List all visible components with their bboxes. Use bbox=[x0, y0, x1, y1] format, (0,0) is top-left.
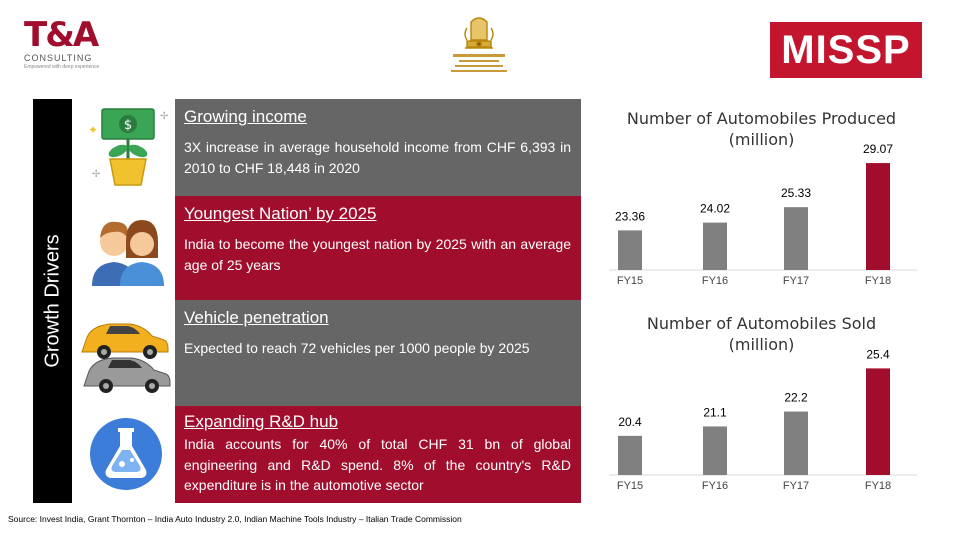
ta-logo-tagline: Empowered with deep experience bbox=[24, 64, 100, 70]
chart-svg: 20.4 FY15 21.1 FY16 22.2 FY17 25.4 FY18 bbox=[609, 347, 917, 492]
svg-text:✢: ✢ bbox=[92, 169, 100, 180]
young-couple-icon bbox=[80, 196, 172, 300]
chart-title: Number of Automobiles Sold (million) bbox=[595, 313, 928, 355]
indian-emblem-icon bbox=[445, 12, 513, 78]
tick-label: FY15 bbox=[617, 480, 643, 492]
row-body: 3X increase in average household income … bbox=[184, 139, 571, 176]
chart-title-line: (million) bbox=[728, 335, 795, 354]
data-label: 24.02 bbox=[700, 202, 730, 216]
data-label: 23.36 bbox=[615, 209, 645, 223]
data-label: 22.2 bbox=[784, 391, 808, 405]
driver-row-income: Growing income 3X increase in average ho… bbox=[175, 99, 581, 196]
cars-icon bbox=[80, 300, 172, 406]
row-title: Expanding R&D hub bbox=[184, 412, 339, 431]
misp-logo: MISSP bbox=[770, 22, 922, 78]
row-title: Youngest Nation’ by 2025 bbox=[184, 204, 377, 223]
bar bbox=[866, 163, 890, 270]
data-label: 29.07 bbox=[863, 142, 893, 156]
driver-row-vehicles: Vehicle penetration Expected to reach 72… bbox=[175, 300, 581, 406]
chart-automobiles-produced: Number of Automobiles Produced (million)… bbox=[595, 98, 928, 298]
growth-drivers-label: Growth Drivers bbox=[41, 234, 63, 368]
row-body: Expected to reach 72 vehicles per 1000 p… bbox=[184, 340, 530, 356]
bar bbox=[703, 426, 727, 475]
data-label: 21.1 bbox=[703, 405, 727, 419]
svg-text:✦: ✦ bbox=[88, 123, 98, 137]
row-title: Vehicle penetration bbox=[184, 308, 329, 327]
bar bbox=[784, 411, 808, 475]
source-note: Source: Invest India, Grant Thornton – I… bbox=[8, 514, 462, 524]
row-title: Growing income bbox=[184, 107, 307, 126]
tick-label: FY18 bbox=[865, 480, 891, 492]
money-plant-icon: $ ✦ ✢ ✢ bbox=[80, 99, 172, 196]
growth-drivers-bar: Growth Drivers bbox=[33, 99, 72, 503]
chart-title-line: Number of Automobiles Produced bbox=[626, 109, 897, 128]
ta-logo-mark: T&A bbox=[24, 15, 99, 55]
tick-label: FY16 bbox=[702, 275, 728, 287]
lab-flask-icon bbox=[80, 406, 172, 503]
row-body: India accounts for 40% of total CHF 31 b… bbox=[184, 436, 571, 493]
chart-automobiles-sold: Number of Automobiles Sold (million) 20.… bbox=[595, 303, 928, 503]
chart-title-line: Number of Automobiles Sold bbox=[646, 314, 877, 333]
svg-text:✢: ✢ bbox=[160, 111, 168, 122]
data-label: 20.4 bbox=[618, 415, 642, 429]
bar bbox=[618, 230, 642, 270]
chart-svg: 23.36 FY15 24.02 FY16 25.33 FY17 29.07 FY18 bbox=[609, 142, 917, 287]
bar bbox=[703, 222, 727, 270]
tick-label: FY16 bbox=[702, 480, 728, 492]
chart-title: Number of Automobiles Produced (million) bbox=[595, 108, 928, 150]
driver-row-youngest: Youngest Nation’ by 2025 India to become… bbox=[175, 196, 581, 300]
row-body: India to become the youngest nation by 2… bbox=[184, 236, 571, 273]
data-label: 25.4 bbox=[866, 347, 890, 361]
tick-label: FY18 bbox=[865, 275, 891, 287]
svg-text:$: $ bbox=[124, 118, 132, 133]
tick-label: FY17 bbox=[783, 480, 809, 492]
bar bbox=[618, 435, 642, 475]
ta-logo-name: CONSULTING bbox=[24, 53, 93, 63]
tick-label: FY15 bbox=[617, 275, 643, 287]
tick-label: FY17 bbox=[783, 275, 809, 287]
data-label: 25.33 bbox=[781, 186, 811, 200]
bar bbox=[866, 368, 890, 475]
bar bbox=[784, 207, 808, 270]
chart-title-line: (million) bbox=[728, 130, 795, 149]
ta-consulting-logo: T&A CONSULTING Empowered with deep exper… bbox=[24, 18, 104, 78]
driver-row-rnd: Expanding R&D hub India accounts for 40%… bbox=[175, 406, 581, 503]
misp-logo-text: MISSP bbox=[781, 28, 911, 72]
